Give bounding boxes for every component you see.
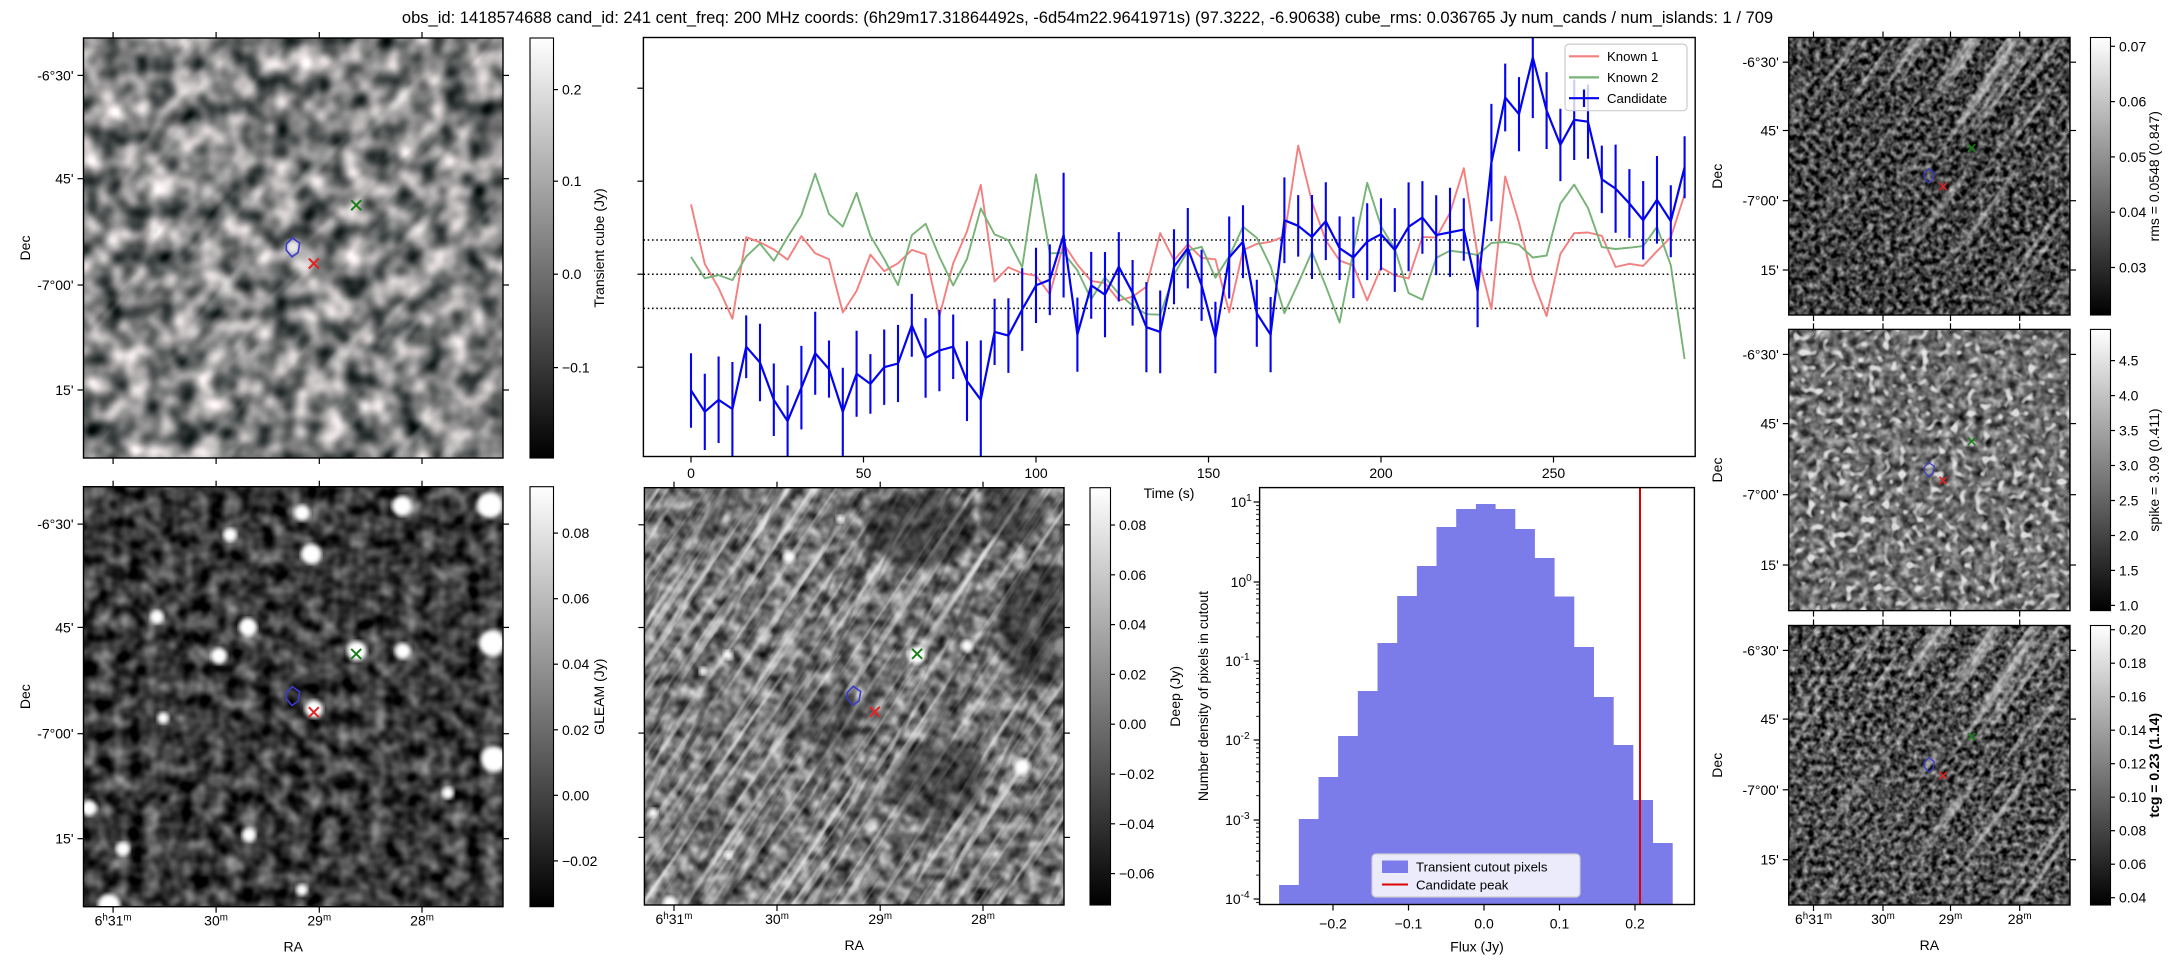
svg-text:1.0: 1.0 [2119, 597, 2139, 613]
svg-text:Known 1: Known 1 [1607, 49, 1658, 64]
svg-text:0.04: 0.04 [2119, 204, 2146, 220]
svg-text:3.5: 3.5 [2119, 423, 2139, 439]
svg-text:0.04: 0.04 [2119, 890, 2146, 906]
svg-text:0: 0 [687, 465, 695, 481]
svg-text:0.07: 0.07 [2119, 38, 2146, 54]
svg-text:obs_id: 1418574688 cand_id: 24: obs_id: 1418574688 cand_id: 241 cent_fre… [402, 8, 1773, 27]
svg-text:-6°30': -6°30' [37, 67, 73, 83]
svg-text:spike = 3.09 (0.411): spike = 3.09 (0.411) [2146, 408, 2162, 531]
svg-text:3.0: 3.0 [2119, 458, 2139, 474]
svg-text:Flux (Jy): Flux (Jy) [1450, 939, 1504, 955]
svg-text:0.12: 0.12 [2119, 756, 2146, 772]
svg-text:Transient cube (Jy): Transient cube (Jy) [591, 188, 607, 307]
svg-text:2.0: 2.0 [2119, 527, 2139, 543]
svg-text:15': 15' [1761, 557, 1779, 573]
svg-text:0.1: 0.1 [1550, 916, 1570, 932]
svg-text:0.06: 0.06 [562, 591, 589, 607]
svg-text:Number density of pixels in cu: Number density of pixels in cutout [1195, 591, 1211, 801]
svg-text:Dec: Dec [1709, 753, 1725, 778]
svg-text:Candidate: Candidate [1607, 91, 1667, 106]
svg-text:4.5: 4.5 [2119, 353, 2139, 369]
svg-text:0.05: 0.05 [2119, 149, 2146, 165]
svg-text:200: 200 [1369, 465, 1393, 481]
svg-text:Time (s): Time (s) [1144, 485, 1195, 501]
svg-text:rms = 0.0548 (0.847): rms = 0.0548 (0.847) [2146, 111, 2162, 241]
svg-text:0.08: 0.08 [562, 525, 589, 541]
svg-text:0.0: 0.0 [562, 266, 582, 282]
svg-text:15': 15' [1761, 262, 1779, 278]
svg-text:45': 45' [55, 171, 73, 187]
svg-text:−0.02: −0.02 [1119, 766, 1155, 782]
svg-text:-6°30': -6°30' [1742, 642, 1778, 658]
svg-text:100: 100 [1024, 465, 1048, 481]
svg-text:−0.02: −0.02 [562, 853, 598, 869]
svg-text:0.10: 0.10 [2119, 789, 2146, 805]
svg-text:-6°30': -6°30' [1742, 346, 1778, 362]
svg-text:Candidate peak: Candidate peak [1416, 877, 1509, 892]
svg-text:45': 45' [1761, 711, 1779, 727]
svg-text:0.06: 0.06 [2119, 856, 2146, 872]
svg-text:15': 15' [55, 382, 73, 398]
svg-text:-6°30': -6°30' [1742, 54, 1778, 70]
svg-text:−0.2: −0.2 [1319, 916, 1347, 932]
svg-text:GLEAM (Jy): GLEAM (Jy) [591, 659, 607, 735]
svg-text:0.06: 0.06 [2119, 94, 2146, 110]
svg-text:0.18: 0.18 [2119, 655, 2146, 671]
svg-text:0.08: 0.08 [1119, 517, 1146, 533]
svg-text:Deep (Jy): Deep (Jy) [1167, 666, 1183, 727]
svg-text:tcg = 0.23 (1.14): tcg = 0.23 (1.14) [2146, 713, 2162, 818]
svg-text:RA: RA [284, 939, 304, 955]
svg-text:45': 45' [1761, 122, 1779, 138]
svg-text:0.02: 0.02 [562, 722, 589, 738]
svg-text:0.00: 0.00 [1119, 716, 1146, 732]
svg-text:0.16: 0.16 [2119, 689, 2146, 705]
svg-text:-6°30': -6°30' [37, 516, 73, 532]
svg-text:-7°00': -7°00' [1742, 487, 1778, 503]
svg-text:Dec: Dec [1709, 458, 1725, 483]
svg-text:−0.1: −0.1 [562, 360, 590, 376]
svg-text:−0.06: −0.06 [1119, 866, 1155, 882]
svg-text:0.20: 0.20 [2119, 622, 2146, 638]
svg-text:6h31m: 6h31m [95, 913, 132, 929]
svg-text:2.5: 2.5 [2119, 492, 2139, 508]
svg-text:-7°00': -7°00' [1742, 782, 1778, 798]
svg-text:RA: RA [1920, 937, 1940, 953]
svg-text:0.2: 0.2 [562, 82, 582, 98]
svg-text:-7°00': -7°00' [37, 726, 73, 742]
svg-text:0.03: 0.03 [2119, 260, 2146, 276]
svg-text:15': 15' [1761, 852, 1779, 868]
svg-text:0.00: 0.00 [562, 787, 589, 803]
svg-text:0.04: 0.04 [562, 656, 589, 672]
svg-text:50: 50 [856, 465, 872, 481]
svg-text:Dec: Dec [1709, 164, 1725, 189]
svg-text:0.14: 0.14 [2119, 722, 2146, 738]
svg-text:0.04: 0.04 [1119, 617, 1146, 633]
svg-text:150: 150 [1197, 465, 1221, 481]
svg-text:0.06: 0.06 [1119, 567, 1146, 583]
svg-text:45': 45' [55, 619, 73, 635]
svg-text:45': 45' [1761, 416, 1779, 432]
svg-text:250: 250 [1542, 465, 1566, 481]
svg-text:Dec: Dec [17, 236, 33, 261]
svg-text:4.0: 4.0 [2119, 388, 2139, 404]
svg-text:0.08: 0.08 [2119, 823, 2146, 839]
svg-text:0.0: 0.0 [1474, 916, 1494, 932]
svg-text:0.2: 0.2 [1625, 916, 1645, 932]
svg-text:-7°00': -7°00' [1742, 193, 1778, 209]
svg-text:−0.04: −0.04 [1119, 816, 1155, 832]
svg-text:Known 2: Known 2 [1607, 70, 1658, 85]
svg-text:Transient cutout pixels: Transient cutout pixels [1416, 860, 1548, 875]
svg-text:-7°00': -7°00' [37, 277, 73, 293]
svg-text:15': 15' [55, 831, 73, 847]
svg-text:0.1: 0.1 [562, 173, 582, 189]
svg-text:0.02: 0.02 [1119, 666, 1146, 682]
svg-text:Dec: Dec [17, 684, 33, 709]
svg-text:1.5: 1.5 [2119, 562, 2139, 578]
svg-text:−0.1: −0.1 [1395, 916, 1423, 932]
svg-text:RA: RA [844, 937, 864, 953]
